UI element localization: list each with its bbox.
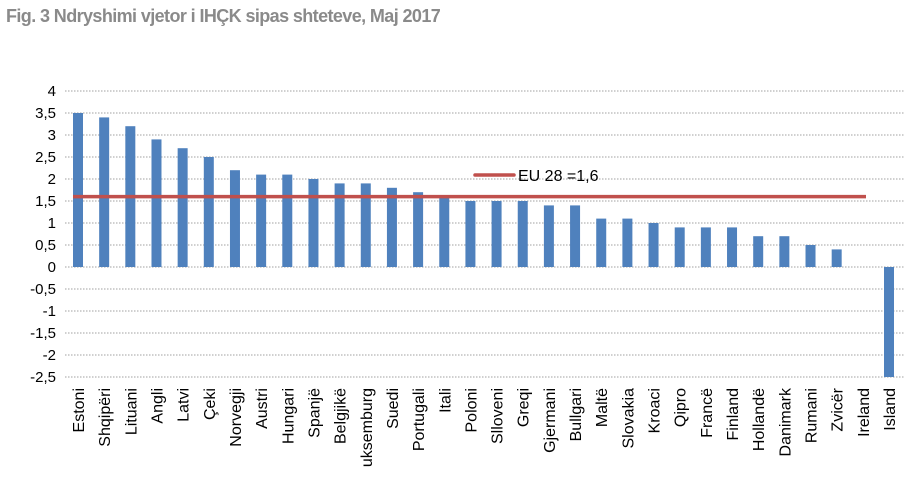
x-tick-label: Angli bbox=[149, 388, 166, 424]
bar-belgjikë bbox=[334, 183, 345, 267]
bar-shqipëri bbox=[99, 117, 110, 268]
x-tick-label: Gjermani bbox=[542, 388, 559, 453]
y-tick-label: 0,5 bbox=[35, 237, 56, 254]
legend-label: EU 28 =1,6 bbox=[518, 168, 599, 185]
bar-francë bbox=[700, 227, 711, 267]
x-tick-label: Greqi bbox=[516, 388, 533, 427]
y-tick-label: -2 bbox=[43, 347, 56, 364]
bar-island bbox=[884, 267, 894, 377]
bar-slloveni bbox=[491, 201, 502, 267]
x-tick-label: Çeki bbox=[202, 388, 219, 420]
bar-kroaci bbox=[648, 223, 659, 267]
bar-zvicër bbox=[831, 249, 842, 267]
y-tick-label: 0 bbox=[48, 259, 56, 276]
bar-çeki bbox=[203, 157, 214, 267]
x-tick-label: Spanjë bbox=[306, 388, 323, 438]
y-tick-label: -1,5 bbox=[30, 325, 56, 342]
x-tick-label: Finland bbox=[725, 388, 742, 440]
x-tick-label: Belgjikë bbox=[333, 388, 350, 444]
x-tick-label: Portugali bbox=[411, 388, 428, 451]
x-tick-label: Qipro bbox=[673, 388, 690, 427]
y-tick-label: -1 bbox=[43, 303, 56, 320]
x-tick-label: Rumani bbox=[804, 388, 821, 443]
bar-gjermani bbox=[543, 205, 554, 267]
bar-qipro bbox=[674, 227, 685, 267]
bar-greqi bbox=[517, 201, 528, 267]
bar-hungari bbox=[282, 174, 293, 267]
bar-portugali bbox=[413, 192, 424, 267]
y-tick-label: -2,5 bbox=[30, 369, 56, 386]
x-tick-label: Slovakia bbox=[620, 388, 637, 449]
bar-hollandë bbox=[753, 236, 764, 267]
bar-spanjë bbox=[308, 179, 319, 267]
bar-latvi bbox=[177, 148, 188, 267]
x-tick-label: Hungari bbox=[280, 388, 297, 444]
x-tick-label: Norvegji bbox=[228, 388, 245, 447]
bar-poloni bbox=[465, 201, 476, 267]
x-tick-label: Shqipëri bbox=[97, 388, 114, 447]
bar-uksemburg bbox=[360, 183, 371, 267]
bar-maltë bbox=[596, 218, 607, 267]
x-tick-label: Latvi bbox=[176, 388, 193, 422]
x-tick-label: Suedi bbox=[385, 388, 402, 429]
y-tick-label: 1,5 bbox=[35, 193, 56, 210]
x-tick-label: Danimark bbox=[777, 387, 794, 456]
y-tick-label: 3 bbox=[48, 127, 56, 144]
bar-danimark bbox=[779, 236, 790, 267]
x-tick-label: Poloni bbox=[463, 388, 480, 432]
x-tick-label: Francë bbox=[699, 388, 716, 438]
y-tick-label: 4 bbox=[48, 83, 56, 100]
x-tick-label: Estoni bbox=[71, 388, 88, 432]
y-tick-label: 2 bbox=[48, 171, 56, 188]
bar-estoni bbox=[73, 113, 83, 267]
bar-bullgari bbox=[570, 205, 581, 267]
x-tick-label: Maltë bbox=[594, 388, 611, 427]
bar-austri bbox=[256, 174, 267, 267]
bar-rumani bbox=[805, 245, 816, 267]
x-tick-label: Lituani bbox=[123, 388, 140, 435]
chart-title: Fig. 3 Ndryshimi vjetor i IHÇK sipas sht… bbox=[6, 6, 441, 26]
x-tick-label: Austri bbox=[254, 388, 271, 429]
y-tick-label: 3,5 bbox=[35, 105, 56, 122]
x-tick-label: Slloveni bbox=[490, 388, 507, 444]
bar-norvegji bbox=[229, 170, 240, 267]
y-tick-label: -0,5 bbox=[30, 281, 56, 298]
x-tick-label: Hollandë bbox=[751, 388, 768, 451]
x-tick-label: Zvicër bbox=[830, 387, 847, 431]
x-tick-label: Itali bbox=[437, 388, 454, 413]
x-tick-label: Island bbox=[882, 388, 899, 431]
x-tick-label: Ireland bbox=[856, 388, 873, 437]
bar-suedi bbox=[386, 187, 397, 267]
bar-finland bbox=[727, 227, 738, 267]
bar-itali bbox=[439, 196, 450, 267]
bar-angli bbox=[151, 139, 162, 267]
bar-slovakia bbox=[622, 218, 633, 267]
x-tick-label: Bullgari bbox=[568, 388, 585, 441]
y-tick-label: 1 bbox=[48, 215, 56, 232]
y-tick-label: 2,5 bbox=[35, 149, 56, 166]
x-tick-label: Kroaci bbox=[647, 388, 664, 433]
x-tick-label: uksemburg bbox=[359, 388, 376, 467]
